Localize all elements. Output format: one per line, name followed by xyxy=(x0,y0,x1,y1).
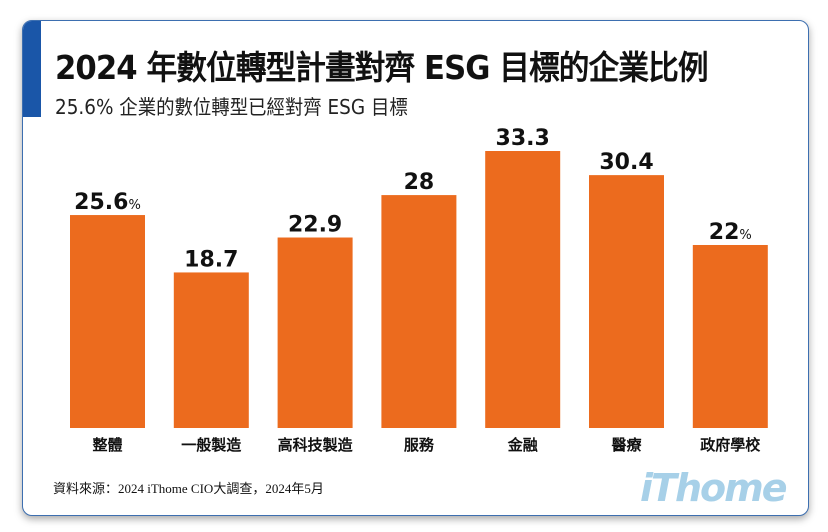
data-label: 18.7 xyxy=(184,247,238,272)
bar xyxy=(589,175,664,428)
data-label: 25.6% xyxy=(74,190,141,215)
bar xyxy=(692,244,768,428)
bar xyxy=(70,215,145,428)
bar xyxy=(277,237,353,428)
category-label: 醫療 xyxy=(611,436,642,454)
data-label: 28 xyxy=(404,170,435,195)
chart-subtitle: 25.6% 企業的數位轉型已經對齊 ESG 目標 xyxy=(55,95,408,119)
bar xyxy=(173,272,249,428)
bar xyxy=(381,195,457,428)
category-label: 政府學校 xyxy=(700,436,761,454)
category-label: 服務 xyxy=(404,436,435,454)
category-label: 高科技製造 xyxy=(278,436,353,454)
data-label: 33.3 xyxy=(496,126,550,151)
source-note: 資料來源：2024 iThome CIO大調查，2024年5月 xyxy=(53,481,324,496)
category-label: 金融 xyxy=(507,436,538,454)
data-label: 22.9 xyxy=(288,213,342,238)
category-label: 整體 xyxy=(92,436,122,454)
chart-card: 2024 年數位轉型計畫對齊 ESG 目標的企業比例 25.6% 企業的數位轉型… xyxy=(22,20,809,516)
bar xyxy=(485,151,561,428)
category-label: 一般製造 xyxy=(181,436,241,454)
unit-suffix: % xyxy=(739,228,751,243)
accent-bar xyxy=(23,21,41,117)
unit-suffix: % xyxy=(128,198,140,213)
ithome-logo: iThome xyxy=(640,466,787,510)
data-label: 22% xyxy=(709,220,752,245)
data-label: 30.4 xyxy=(599,150,653,175)
chart-title: 2024 年數位轉型計畫對齊 ESG 目標的企業比例 xyxy=(55,48,709,87)
